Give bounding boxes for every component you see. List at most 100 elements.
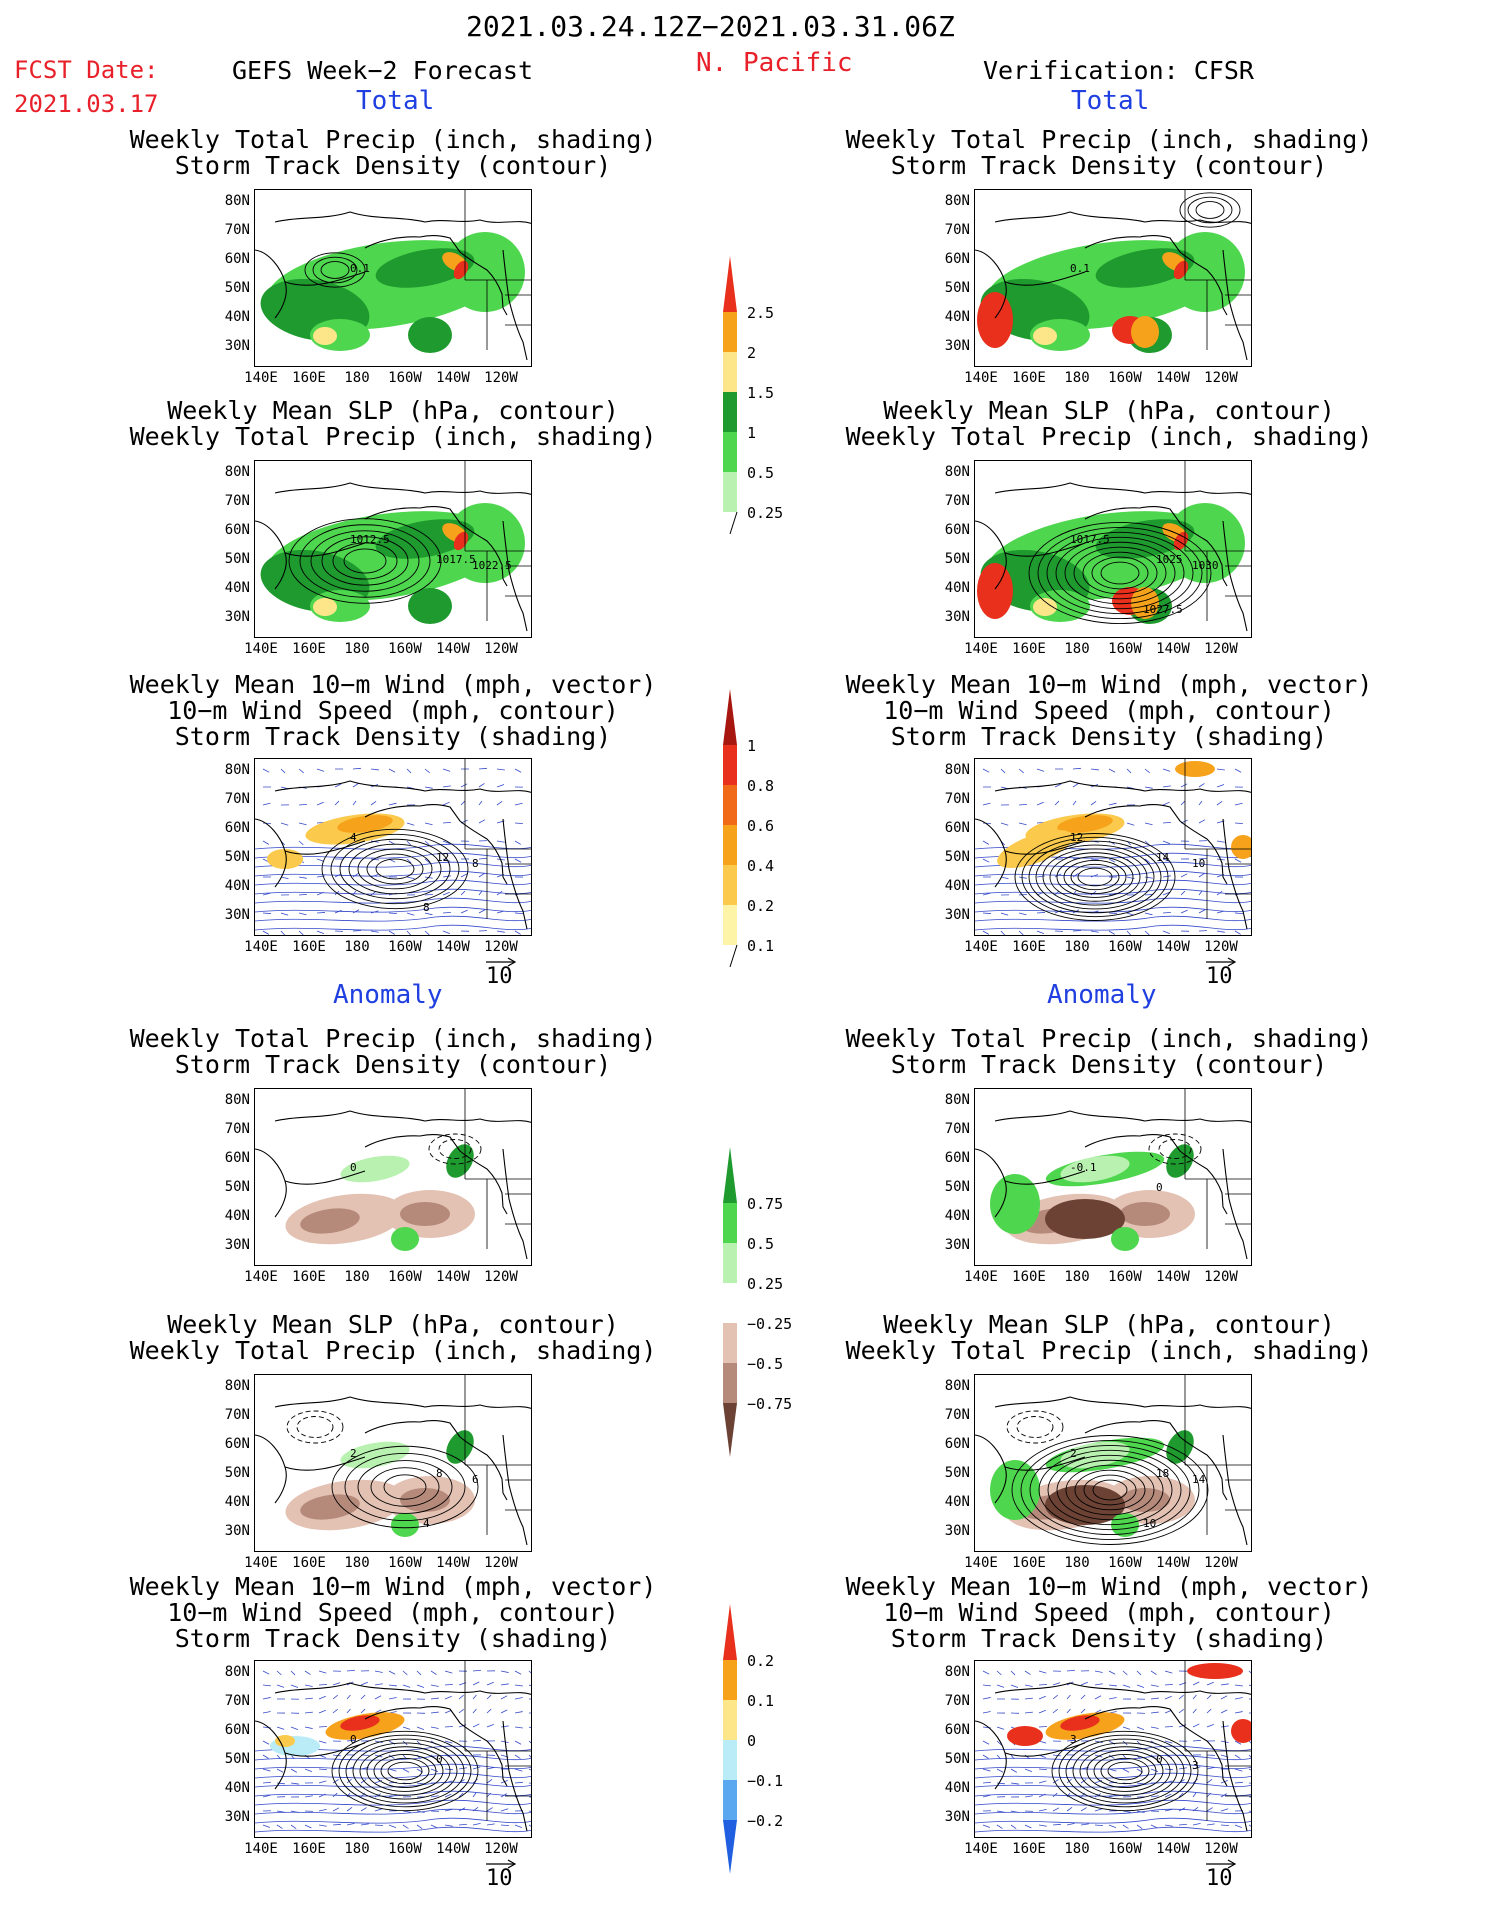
- colorbar-precip_total-label-5: 0.25: [747, 504, 784, 522]
- verification-title: Verification: CFSR: [983, 56, 1254, 85]
- colorbar-precip_anom-label-3: −0.25: [747, 1315, 793, 1333]
- svg-text:8: 8: [436, 1467, 443, 1480]
- lat-label-4-left-2: 60N: [224, 1436, 250, 1452]
- lon-label-2-left-1: 160E: [292, 939, 326, 955]
- panel-title-1-right-1: Weekly Total Precip (inch, shading): [845, 422, 1373, 451]
- lon-label-0-right-2: 180: [1064, 370, 1090, 386]
- lat-label-0-right-3: 50N: [944, 280, 970, 296]
- lat-label-5-left-2: 60N: [224, 1722, 250, 1738]
- lat-label-4-left-1: 70N: [224, 1407, 250, 1423]
- panel-title-3-right-1: Storm Track Density (contour): [890, 1050, 1328, 1079]
- lat-label-1-right-4: 40N: [944, 580, 970, 596]
- lon-label-4-left-3: 160W: [388, 1555, 422, 1571]
- lon-label-3-right-1: 160E: [1012, 1269, 1046, 1285]
- colorbar-precip_total: [723, 256, 738, 534]
- lat-label-2-left-2: 60N: [224, 820, 250, 836]
- svg-text:12: 12: [436, 851, 449, 864]
- lat-label-4-left-3: 50N: [224, 1465, 250, 1481]
- lon-label-1-right-1: 160E: [1012, 641, 1046, 657]
- panel-title-3-right-0: Weekly Total Precip (inch, shading): [845, 1024, 1373, 1053]
- lon-label-0-left-0: 140E: [244, 370, 278, 386]
- lat-label-5-right-0: 80N: [944, 1664, 970, 1680]
- svg-text:1017.5: 1017.5: [436, 553, 476, 566]
- lon-label-4-right-1: 160E: [1012, 1555, 1046, 1571]
- colorbar-precip_anom-label-5: −0.75: [747, 1395, 793, 1413]
- lat-label-0-left-5: 30N: [224, 338, 250, 354]
- lon-label-4-left-0: 140E: [244, 1555, 278, 1571]
- lon-label-5-left-5: 120W: [484, 1841, 518, 1857]
- colorbar-storm_total-label-4: 0.2: [747, 897, 775, 915]
- svg-text:2: 2: [350, 1447, 357, 1460]
- panel-title-5-right-1: 10−m Wind Speed (mph, contour): [883, 1598, 1335, 1627]
- panel-title-2-right-1: 10−m Wind Speed (mph, contour): [883, 696, 1335, 725]
- colorbar-storm_anom-label-0: 0.2: [747, 1652, 775, 1670]
- panel-title-2-right-0: Weekly Mean 10−m Wind (mph, vector): [845, 670, 1373, 699]
- colorbar-storm_total-label-3: 0.4: [747, 857, 775, 875]
- svg-text:1022.5: 1022.5: [472, 559, 512, 572]
- lon-label-3-left-1: 160E: [292, 1269, 326, 1285]
- panel-title-2-left-1: 10−m Wind Speed (mph, contour): [167, 696, 619, 725]
- colorbar-storm_total-label-0: 1: [747, 737, 757, 755]
- lat-label-1-left-5: 30N: [224, 609, 250, 625]
- lat-label-2-right-3: 50N: [944, 849, 970, 865]
- lon-label-2-left-0: 140E: [244, 939, 278, 955]
- lon-label-5-right-4: 140W: [1156, 1841, 1190, 1857]
- svg-text:3: 3: [1070, 1733, 1077, 1746]
- lat-label-1-left-0: 80N: [224, 464, 250, 480]
- lat-label-2-left-4: 40N: [224, 878, 250, 894]
- lat-label-2-left-5: 30N: [224, 907, 250, 923]
- lon-label-1-right-3: 160W: [1108, 641, 1142, 657]
- colorbar-precip_total-label-1: 2: [747, 344, 757, 362]
- lon-label-5-left-3: 160W: [388, 1841, 422, 1857]
- lon-label-0-right-1: 160E: [1012, 370, 1046, 386]
- lat-label-2-right-2: 60N: [944, 820, 970, 836]
- svg-text:6: 6: [472, 1473, 479, 1486]
- section-anomaly-right: Anomaly: [1047, 980, 1157, 1010]
- panel-title-1-right-0: Weekly Mean SLP (hPa, contour): [883, 396, 1335, 425]
- lat-label-5-right-4: 40N: [944, 1780, 970, 1796]
- map-panel-2-left: 4 12 8 8: [254, 758, 532, 936]
- colorbar-storm_total: [723, 689, 738, 967]
- panel-title-2-right-2: Storm Track Density (shading): [890, 722, 1328, 751]
- lat-label-0-right-2: 60N: [944, 251, 970, 267]
- lon-label-2-right-4: 140W: [1156, 939, 1190, 955]
- lat-label-4-right-0: 80N: [944, 1378, 970, 1394]
- lat-label-2-right-5: 30N: [944, 907, 970, 923]
- lon-label-0-left-1: 160E: [292, 370, 326, 386]
- colorbar-storm_anom: [723, 1604, 737, 1874]
- lat-label-0-right-4: 40N: [944, 309, 970, 325]
- lon-label-5-right-3: 160W: [1108, 1841, 1142, 1857]
- lon-label-1-right-4: 140W: [1156, 641, 1190, 657]
- lon-label-5-left-1: 160E: [292, 1841, 326, 1857]
- lon-label-1-right-0: 140E: [964, 641, 998, 657]
- vector-ref-label-2-left: 10: [486, 964, 513, 989]
- map-panel-5-right: 3 0 3: [974, 1660, 1252, 1838]
- lat-label-5-right-3: 50N: [944, 1751, 970, 1767]
- panel-title-5-right-0: Weekly Mean 10−m Wind (mph, vector): [845, 1572, 1373, 1601]
- fcst-date-label: FCST Date:: [14, 56, 159, 84]
- lon-label-5-right-1: 160E: [1012, 1841, 1046, 1857]
- lon-label-4-right-0: 140E: [964, 1555, 998, 1571]
- lon-label-4-left-5: 120W: [484, 1555, 518, 1571]
- colorbar-storm_total-label-2: 0.6: [747, 817, 775, 835]
- panel-title-2-left-2: Storm Track Density (shading): [174, 722, 612, 751]
- section-anomaly-left: Anomaly: [333, 980, 443, 1010]
- lon-label-2-right-5: 120W: [1204, 939, 1238, 955]
- colorbar-precip_total-label-3: 1: [747, 424, 757, 442]
- map-panel-0-left: 0.1: [254, 189, 532, 367]
- lat-label-3-right-2: 60N: [944, 1150, 970, 1166]
- colorbar-storm_total-label-5: 0.1: [747, 937, 775, 955]
- lat-label-5-left-3: 50N: [224, 1751, 250, 1767]
- colorbar-storm_anom-label-3: −0.1: [747, 1772, 784, 1790]
- lon-label-5-right-5: 120W: [1204, 1841, 1238, 1857]
- svg-text:0: 0: [350, 1733, 357, 1746]
- lon-label-2-left-3: 160W: [388, 939, 422, 955]
- lon-label-4-right-2: 180: [1064, 1555, 1090, 1571]
- panel-title-4-right-0: Weekly Mean SLP (hPa, contour): [883, 1310, 1335, 1339]
- lon-label-2-left-5: 120W: [484, 939, 518, 955]
- lon-label-1-right-5: 120W: [1204, 641, 1238, 657]
- vector-ref-label-5-right: 10: [1206, 1866, 1233, 1891]
- svg-text:0: 0: [1156, 1181, 1163, 1194]
